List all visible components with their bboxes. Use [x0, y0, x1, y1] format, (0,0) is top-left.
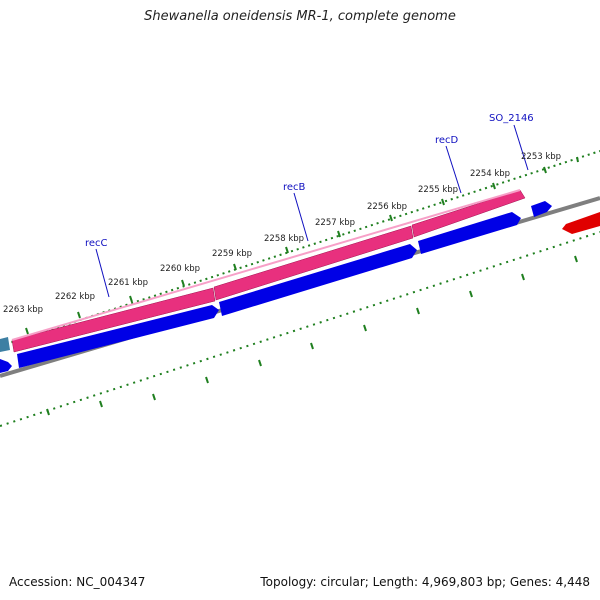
red-feature[interactable] [562, 212, 600, 234]
recb-cds[interactable] [213, 225, 414, 301]
gene-label-recb[interactable]: recB [283, 182, 306, 193]
major-tick [233, 263, 237, 271]
left-reverse-cds[interactable] [0, 359, 12, 373]
major-tick [492, 182, 496, 190]
tick-label: 2263 kbp [3, 305, 43, 315]
major-tick [543, 166, 547, 174]
tick-label: 2253 kbp [521, 152, 561, 162]
recd-reverse-cds[interactable] [418, 212, 521, 254]
outer-tick-track [0, 150, 600, 347]
recb-reverse-cds[interactable] [219, 244, 417, 316]
reverse-strand-track [0, 201, 552, 373]
major-tick [441, 198, 445, 206]
major-tick [389, 214, 393, 222]
gene-label-so-2146[interactable]: SO_2146 [489, 113, 534, 124]
forward-strand-track [11, 189, 526, 353]
tick-label: 2258 kbp [264, 234, 304, 244]
recc-reverse-cds[interactable] [17, 305, 219, 368]
major-tick [337, 230, 341, 238]
genome-summary-text: Topology: circular; Length: 4,969,803 bp… [260, 575, 590, 589]
gene-label-connectors [95, 124, 529, 298]
tick-label: 2254 kbp [470, 169, 510, 179]
major-tick [576, 156, 579, 163]
inner-tick-track [0, 231, 600, 427]
map-title: Shewanella oneidensis MR-1, complete gen… [144, 9, 456, 24]
tick-label: 2257 kbp [315, 218, 355, 228]
tick-label: 2259 kbp [212, 249, 252, 259]
tick-label: 2256 kbp [367, 202, 407, 212]
tick-label: 2262 kbp [55, 292, 95, 302]
accession-text: Accession: NC_004347 [9, 575, 146, 589]
tick-label: 2255 kbp [418, 185, 458, 195]
gene-label-recd[interactable]: recD [435, 135, 459, 146]
major-tick [181, 279, 185, 287]
tick-label: 2260 kbp [160, 264, 200, 274]
recc-cds[interactable] [11, 287, 216, 353]
tick-label: 2261 kbp [108, 278, 148, 288]
major-tick [285, 246, 289, 254]
major-tick [25, 327, 29, 335]
so-2146-cds[interactable] [531, 201, 552, 217]
left-other-feature[interactable] [0, 337, 10, 352]
major-tick [77, 311, 81, 319]
gene-label-recc[interactable]: recC [85, 238, 108, 249]
major-tick [129, 295, 133, 303]
